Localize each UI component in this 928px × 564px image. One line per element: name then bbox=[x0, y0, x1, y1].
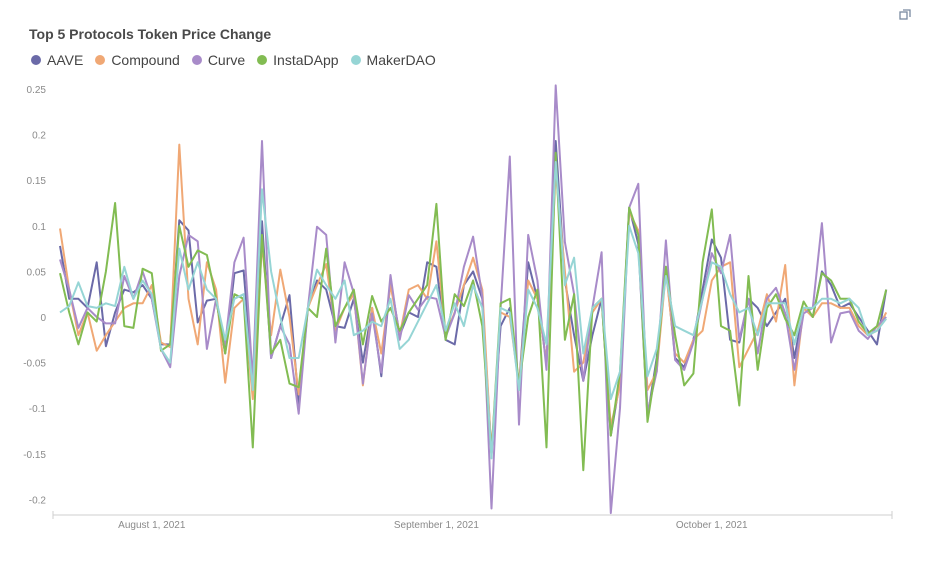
legend-item-compound[interactable]: Compound bbox=[95, 52, 180, 68]
chart-legend: AAVE Compound Curve InstaDApp MakerDAO bbox=[31, 52, 436, 68]
y-tick-label: -0.2 bbox=[29, 495, 47, 506]
legend-item-makerdao[interactable]: MakerDAO bbox=[350, 52, 436, 68]
y-tick-label: 0 bbox=[40, 313, 46, 324]
x-tick-label: August 1, 2021 bbox=[118, 520, 186, 531]
series-line-curve[interactable] bbox=[59, 84, 887, 515]
legend-dot-icon bbox=[257, 55, 268, 65]
legend-label: Compound bbox=[111, 52, 180, 68]
legend-item-aave[interactable]: AAVE bbox=[31, 52, 83, 68]
legend-label: InstaDApp bbox=[273, 52, 339, 68]
legend-item-instadapp[interactable]: InstaDApp bbox=[257, 52, 339, 68]
chart-title: Top 5 Protocols Token Price Change bbox=[29, 26, 272, 42]
legend-label: Curve bbox=[207, 52, 246, 68]
y-tick-label: -0.15 bbox=[23, 450, 46, 461]
legend-dot-icon bbox=[350, 55, 361, 65]
series-line-instadapp[interactable] bbox=[59, 151, 888, 472]
series-line-aave[interactable] bbox=[59, 140, 888, 455]
y-tick-label: 0.25 bbox=[27, 85, 47, 96]
legend-label: MakerDAO bbox=[366, 52, 436, 68]
series-line-compound[interactable] bbox=[59, 143, 888, 455]
legend-dot-icon bbox=[31, 55, 41, 65]
legend-label: AAVE bbox=[47, 52, 84, 68]
series-line-makerdao[interactable] bbox=[59, 161, 887, 460]
x-tick-label: September 1, 2021 bbox=[394, 520, 479, 531]
x-tick-label: October 1, 2021 bbox=[676, 520, 748, 531]
legend-dot-icon bbox=[95, 55, 106, 65]
y-tick-label: 0.15 bbox=[27, 176, 47, 187]
expand-icon[interactable] bbox=[898, 8, 912, 22]
legend-item-curve[interactable]: Curve bbox=[191, 52, 246, 68]
legend-dot-icon bbox=[191, 55, 202, 65]
y-tick-label: 0.2 bbox=[32, 131, 46, 142]
y-tick-label: -0.05 bbox=[23, 359, 46, 370]
y-tick-label: 0.05 bbox=[27, 267, 47, 278]
y-tick-label: 0.1 bbox=[32, 222, 46, 233]
y-tick-label: -0.1 bbox=[29, 404, 47, 415]
